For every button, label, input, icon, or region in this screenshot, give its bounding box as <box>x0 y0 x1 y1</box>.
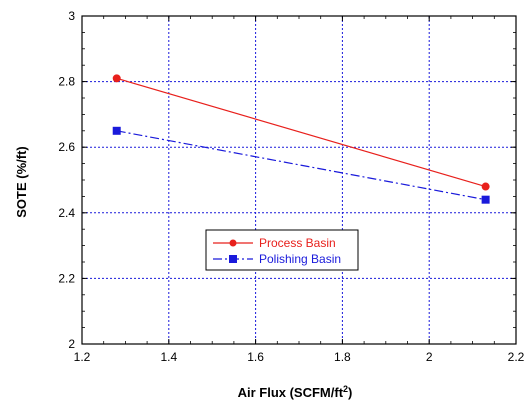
x-tick-label: 1.2 <box>74 350 91 364</box>
x-tick-label: 2.2 <box>508 350 525 364</box>
x-tick-label: 1.6 <box>247 350 264 364</box>
legend: Process Basin Polishing Basin <box>205 229 359 271</box>
x-tick-label: 2 <box>426 350 433 364</box>
data-point <box>481 182 490 191</box>
x-tick-label: 1.8 <box>334 350 351 364</box>
x-axis-title-sup: 2 <box>343 384 348 394</box>
x-tick-label: 1.4 <box>160 350 177 364</box>
data-point <box>481 195 490 204</box>
y-axis-title: SOTE (%/ft) <box>14 146 29 218</box>
legend-label-process: Process Basin <box>259 236 336 250</box>
grid-lines <box>82 16 516 344</box>
y-tick-label: 2.8 <box>58 75 75 89</box>
legend-marker-polishing <box>229 255 237 263</box>
y-tick-label: 2.6 <box>58 140 75 154</box>
plot-frame <box>81 15 517 345</box>
x-axis-title: Air Flux (SCFM/ft2) <box>238 384 353 400</box>
series-group <box>112 74 490 204</box>
data-point <box>112 126 121 135</box>
x-axis-title-close: ) <box>348 385 352 400</box>
y-tick-label: 2.2 <box>58 271 75 285</box>
legend-box <box>205 229 359 271</box>
legend-label-polishing: Polishing Basin <box>259 252 341 266</box>
axis-ticks <box>81 15 517 345</box>
series-line-0 <box>116 77 486 188</box>
y-tick-label: 2.4 <box>58 206 75 220</box>
tick-labels: 1.2 1.4 1.6 1.8 2 2.2 2 2.2 2.4 2.6 2.8 3 <box>58 9 524 364</box>
x-axis-title-main: Air Flux (SCFM/ft <box>238 385 344 400</box>
y-tick-label: 3 <box>68 9 75 23</box>
data-point <box>112 74 121 83</box>
y-tick-label: 2 <box>68 337 75 351</box>
series-line-1 <box>116 130 486 201</box>
legend-marker-process <box>229 239 237 247</box>
